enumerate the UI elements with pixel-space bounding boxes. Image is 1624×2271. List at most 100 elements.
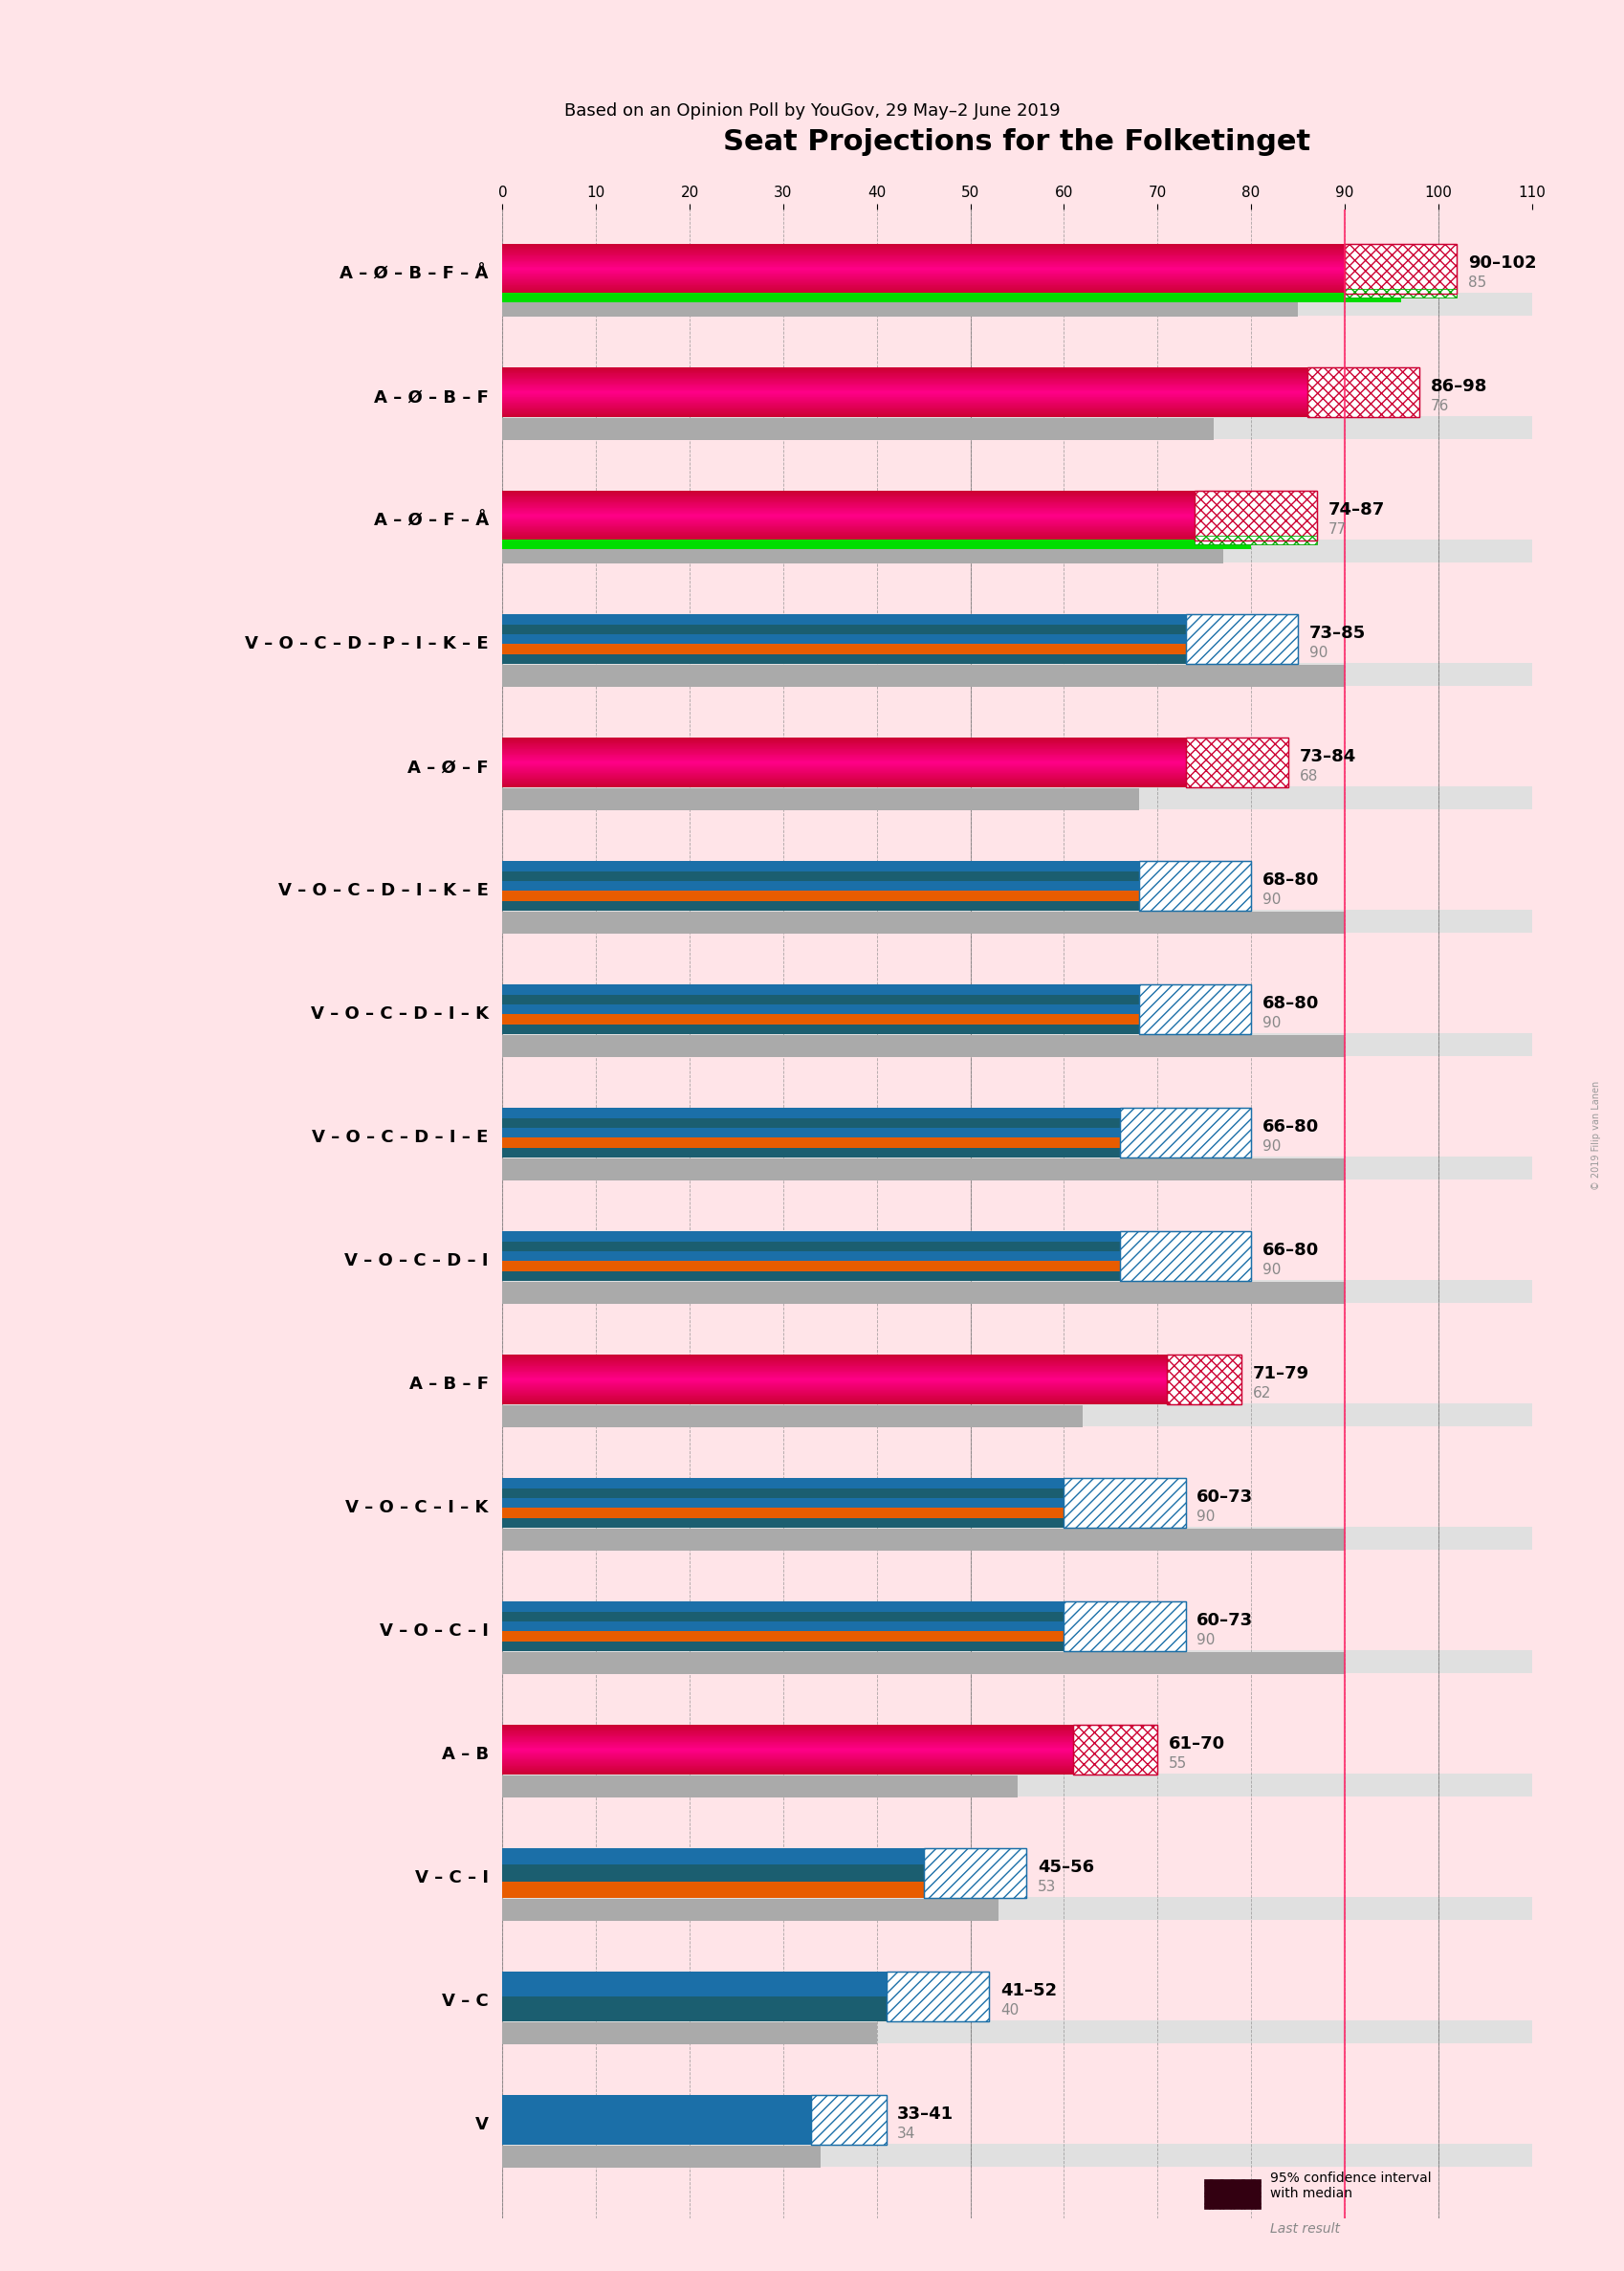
Bar (502, 665, 1345, 688)
Bar (1306, 368, 1419, 418)
Bar (502, 1403, 1531, 1431)
Bar (502, 2144, 1531, 2171)
Bar (502, 1158, 1345, 1181)
Bar (502, 316, 1531, 345)
Text: V – C: V – C (442, 1994, 489, 2010)
Text: 77: 77 (1327, 522, 1345, 536)
Text: 60–73: 60–73 (1197, 1488, 1252, 1506)
Bar (502, 1156, 1531, 1183)
Text: 95% confidence interval
with median: 95% confidence interval with median (1268, 2171, 1431, 2201)
Bar (1186, 738, 1288, 788)
Bar (502, 1138, 1186, 1147)
Bar (502, 615, 1241, 625)
Bar (502, 543, 1223, 563)
Bar (502, 1849, 970, 1864)
Bar (810, 2096, 885, 2144)
Bar (922, 1849, 1026, 1899)
Bar (502, 786, 1531, 813)
Bar (1119, 1108, 1250, 1158)
Bar (885, 1971, 989, 2021)
Bar (502, 634, 1241, 645)
Bar (502, 2044, 1531, 2073)
Text: 68–80: 68–80 (1262, 995, 1319, 1013)
Text: 66–80: 66–80 (1262, 1242, 1319, 1258)
Text: A – B: A – B (442, 1746, 489, 1762)
Bar (502, 890, 1194, 902)
Bar (502, 563, 1531, 593)
Bar (502, 1272, 1186, 1281)
Bar (1194, 536, 1315, 545)
Bar (502, 1517, 1119, 1528)
Text: 90: 90 (1197, 1510, 1215, 1524)
Text: 68–80: 68–80 (1262, 872, 1319, 888)
Bar (502, 1653, 1345, 1674)
Bar (502, 1056, 1531, 1086)
Text: A – Ø – F – Å: A – Ø – F – Å (374, 511, 489, 529)
Bar (502, 1179, 1531, 1208)
Text: 41–52: 41–52 (1000, 1983, 1056, 1998)
Bar (1203, 2180, 1260, 2210)
Bar (502, 913, 1345, 933)
Bar (1194, 491, 1315, 540)
Text: 90: 90 (1262, 893, 1280, 906)
Bar (502, 1526, 1531, 1553)
Text: 85: 85 (1468, 275, 1486, 291)
Bar (502, 1279, 1531, 1306)
Bar (502, 1649, 1531, 1676)
Bar (502, 1406, 1082, 1428)
Text: 55: 55 (1168, 1755, 1187, 1771)
Bar (502, 1880, 970, 1899)
Bar (502, 881, 1194, 890)
Text: V – O – C – D – I – K: V – O – C – D – I – K (310, 1006, 489, 1022)
Bar (1064, 1601, 1186, 1651)
Bar (1064, 1601, 1186, 1651)
Text: A – B – F: A – B – F (409, 1376, 489, 1392)
Bar (502, 1621, 1119, 1631)
Bar (502, 1919, 1531, 1949)
Bar (502, 1796, 1531, 1826)
Text: V – O – C – D – I – K – E: V – O – C – D – I – K – E (278, 881, 489, 899)
Text: 90: 90 (1262, 1263, 1280, 1276)
Bar (502, 663, 1531, 690)
Bar (502, 1231, 1186, 1242)
Bar (502, 1242, 1186, 1251)
Text: V – O – C – D – I: V – O – C – D – I (344, 1251, 489, 1269)
Text: 62: 62 (1252, 1385, 1270, 1401)
Bar (502, 1283, 1345, 1304)
Bar (502, 1899, 997, 1921)
Bar (502, 995, 1194, 1004)
Text: V: V (474, 2117, 489, 2132)
Bar (502, 416, 1531, 443)
Bar (502, 1251, 1186, 1260)
Bar (1166, 1356, 1241, 1403)
Text: 61–70: 61–70 (1168, 1735, 1224, 1753)
Bar (502, 2023, 877, 2044)
Bar (502, 1896, 1531, 1924)
Bar (502, 1478, 1119, 1488)
Text: 40: 40 (1000, 2003, 1018, 2017)
Text: V – O – C – D – I – E: V – O – C – D – I – E (312, 1129, 489, 1147)
Text: 74–87: 74–87 (1327, 502, 1384, 518)
Bar (502, 1033, 1531, 1061)
Bar (502, 1426, 1531, 1456)
Bar (502, 1549, 1531, 1578)
Bar (1203, 2219, 1260, 2230)
Text: 90: 90 (1262, 1015, 1280, 1031)
Text: 90: 90 (1309, 645, 1327, 661)
Bar (502, 1015, 1194, 1024)
Bar (1119, 1231, 1250, 1281)
Bar (502, 1971, 932, 1996)
Bar (502, 1304, 1531, 1333)
Bar (502, 1024, 1194, 1033)
Bar (1138, 861, 1250, 911)
Text: A – Ø – F: A – Ø – F (408, 759, 489, 777)
Bar (1194, 491, 1315, 540)
Bar (1138, 986, 1250, 1033)
Title: Seat Projections for the Folketinget: Seat Projections for the Folketinget (723, 127, 1311, 157)
Text: 90: 90 (1197, 1633, 1215, 1646)
Bar (502, 933, 1531, 963)
Bar (502, 1864, 970, 1880)
Bar (502, 625, 1241, 634)
Bar (502, 538, 1531, 565)
Bar (502, 1004, 1194, 1015)
